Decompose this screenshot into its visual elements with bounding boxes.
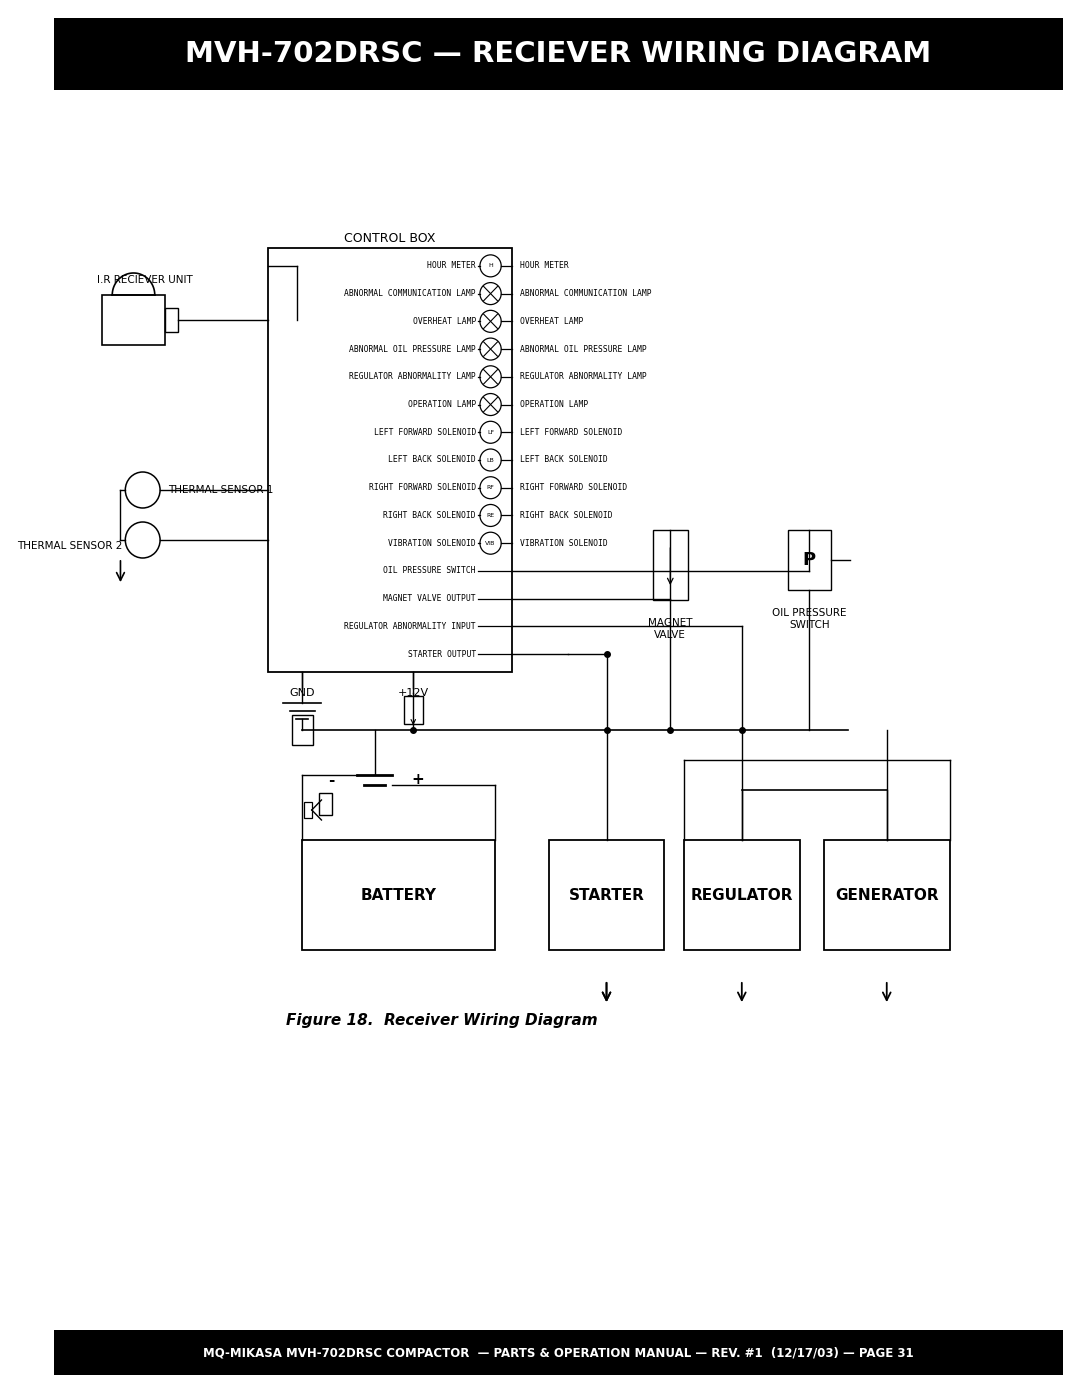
Bar <box>549 840 664 950</box>
Text: P: P <box>802 550 816 569</box>
Circle shape <box>480 310 501 332</box>
Text: MVH-702DRSC — RECIEVER WIRING DIAGRAM: MVH-702DRSC — RECIEVER WIRING DIAGRAM <box>185 41 931 68</box>
Text: OPERATION LAMP: OPERATION LAMP <box>519 400 588 409</box>
Circle shape <box>480 282 501 305</box>
Text: GND: GND <box>289 687 315 698</box>
Text: VIB: VIB <box>485 541 496 546</box>
Bar <box>302 840 496 950</box>
Text: RIGHT BACK SOLENOID: RIGHT BACK SOLENOID <box>519 511 612 520</box>
Text: ABNORMAL COMMUNICATION LAMP: ABNORMAL COMMUNICATION LAMP <box>519 289 651 298</box>
Text: +12V: +12V <box>397 687 429 698</box>
Text: MAGNET
VALVE: MAGNET VALVE <box>648 617 692 640</box>
Circle shape <box>480 504 501 527</box>
Circle shape <box>480 338 501 360</box>
Circle shape <box>125 472 160 509</box>
Text: LB: LB <box>487 457 495 462</box>
Circle shape <box>480 476 501 499</box>
Text: Figure 18.  Receiver Wiring Diagram: Figure 18. Receiver Wiring Diagram <box>286 1013 598 1028</box>
Circle shape <box>480 448 501 471</box>
Text: OVERHEAT LAMP: OVERHEAT LAMP <box>413 317 476 326</box>
Text: THERMAL SENSOR 1: THERMAL SENSOR 1 <box>167 485 273 495</box>
Bar <box>103 295 165 345</box>
Bar <box>305 802 312 819</box>
Bar <box>404 696 423 724</box>
Text: LF: LF <box>487 430 495 434</box>
Text: OIL PRESSURE SWITCH: OIL PRESSURE SWITCH <box>383 566 476 576</box>
Text: ABNORMAL COMMUNICATION LAMP: ABNORMAL COMMUNICATION LAMP <box>345 289 476 298</box>
Text: REGULATOR ABNORMALITY LAMP: REGULATOR ABNORMALITY LAMP <box>519 372 646 381</box>
Text: OPERATION LAMP: OPERATION LAMP <box>408 400 476 409</box>
Bar <box>268 249 512 672</box>
Circle shape <box>480 254 501 277</box>
Text: REGULATOR: REGULATOR <box>690 887 793 902</box>
Text: STARTER OUTPUT: STARTER OUTPUT <box>408 650 476 658</box>
Text: MQ-MIKASA MVH-702DRSC COMPACTOR  — PARTS & OPERATION MANUAL — REV. #1  (12/17/03: MQ-MIKASA MVH-702DRSC COMPACTOR — PARTS … <box>203 1345 914 1359</box>
Circle shape <box>125 522 160 557</box>
Text: REGULATOR ABNORMALITY INPUT: REGULATOR ABNORMALITY INPUT <box>345 622 476 631</box>
Text: GENERATOR: GENERATOR <box>835 887 939 902</box>
Circle shape <box>480 366 501 388</box>
Text: RF: RF <box>487 485 495 490</box>
Text: VIBRATION SOLENOID: VIBRATION SOLENOID <box>519 539 607 548</box>
Bar <box>54 18 1063 89</box>
Text: OIL PRESSURE
SWITCH: OIL PRESSURE SWITCH <box>772 608 847 630</box>
Bar <box>319 793 332 814</box>
Circle shape <box>480 422 501 443</box>
Text: STARTER: STARTER <box>568 887 645 902</box>
Text: RIGHT FORWARD SOLENOID: RIGHT FORWARD SOLENOID <box>519 483 626 492</box>
Text: LEFT BACK SOLENOID: LEFT BACK SOLENOID <box>389 455 476 464</box>
Bar <box>788 529 831 590</box>
Text: REGULATOR ABNORMALITY LAMP: REGULATOR ABNORMALITY LAMP <box>349 372 476 381</box>
Text: +: + <box>411 773 424 788</box>
Bar <box>292 715 313 745</box>
Text: HOUR METER: HOUR METER <box>519 261 568 271</box>
Text: VIBRATION SOLENOID: VIBRATION SOLENOID <box>389 539 476 548</box>
Text: CONTROL BOX: CONTROL BOX <box>345 232 436 244</box>
Text: -: - <box>328 773 335 788</box>
Text: RIGHT BACK SOLENOID: RIGHT BACK SOLENOID <box>383 511 476 520</box>
Bar <box>653 529 688 599</box>
Text: LEFT FORWARD SOLENOID: LEFT FORWARD SOLENOID <box>519 427 622 437</box>
Text: ABNORMAL OIL PRESSURE LAMP: ABNORMAL OIL PRESSURE LAMP <box>519 345 646 353</box>
Text: I.R RECIEVER UNIT: I.R RECIEVER UNIT <box>97 275 193 285</box>
Bar <box>54 1330 1063 1375</box>
Bar <box>165 307 178 332</box>
Text: BATTERY: BATTERY <box>361 887 436 902</box>
Bar <box>684 840 800 950</box>
Text: OVERHEAT LAMP: OVERHEAT LAMP <box>519 317 583 326</box>
Text: H: H <box>488 264 492 268</box>
Text: LEFT FORWARD SOLENOID: LEFT FORWARD SOLENOID <box>374 427 476 437</box>
Text: THERMAL SENSOR 2: THERMAL SENSOR 2 <box>17 541 122 550</box>
Circle shape <box>480 532 501 555</box>
Text: RE: RE <box>486 513 495 518</box>
Text: ABNORMAL OIL PRESSURE LAMP: ABNORMAL OIL PRESSURE LAMP <box>349 345 476 353</box>
Text: MAGNET VALVE OUTPUT: MAGNET VALVE OUTPUT <box>383 594 476 604</box>
Text: LEFT BACK SOLENOID: LEFT BACK SOLENOID <box>519 455 607 464</box>
Text: HOUR METER: HOUR METER <box>428 261 476 271</box>
Bar <box>824 840 949 950</box>
Circle shape <box>480 394 501 415</box>
Text: RIGHT FORWARD SOLENOID: RIGHT FORWARD SOLENOID <box>368 483 476 492</box>
